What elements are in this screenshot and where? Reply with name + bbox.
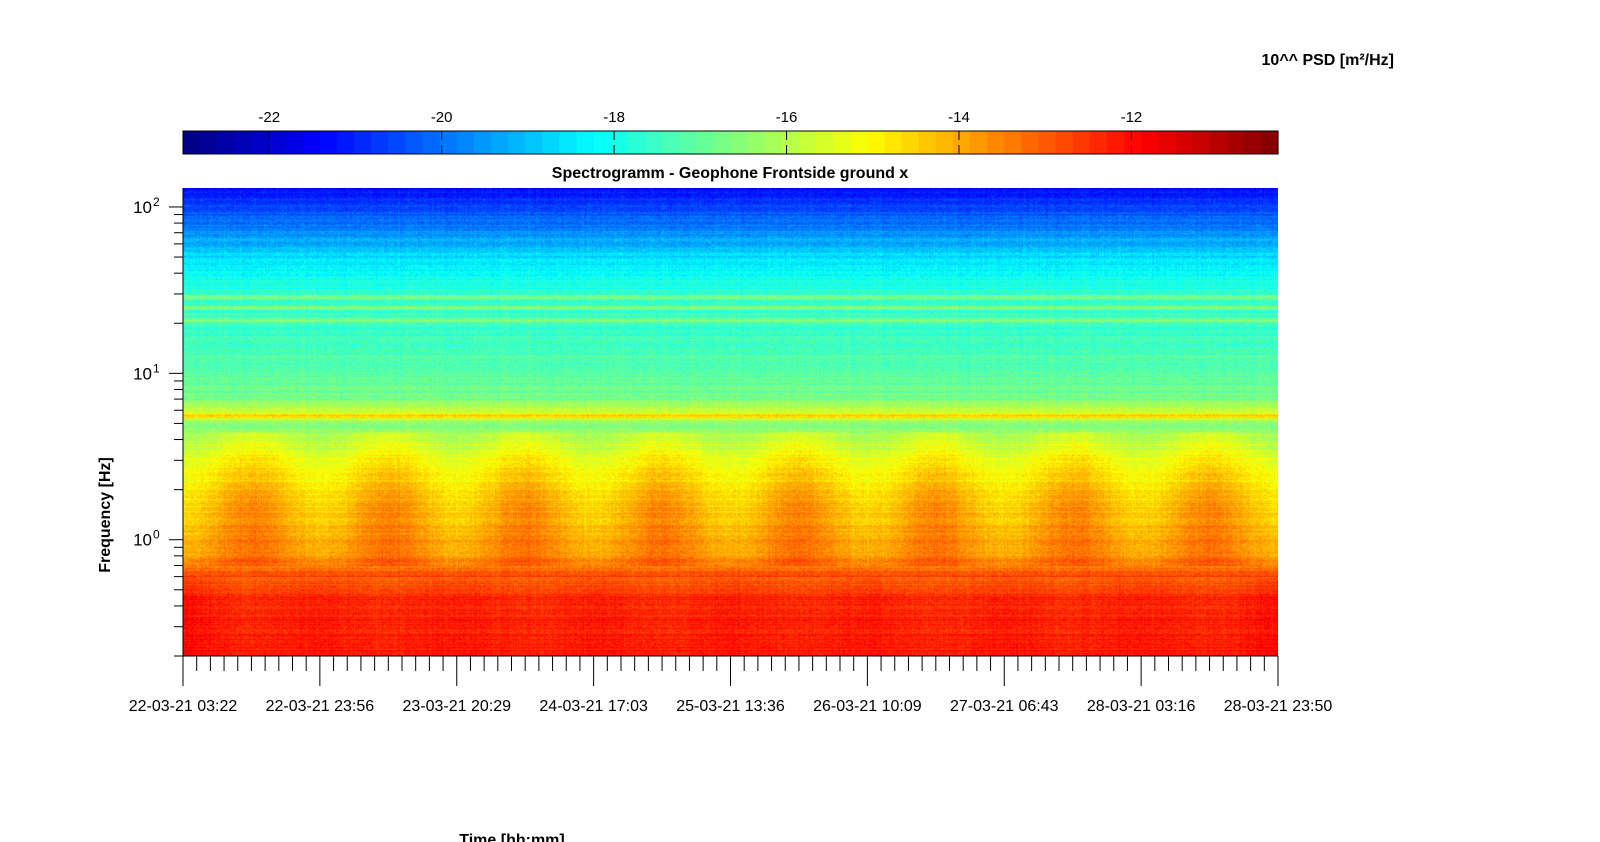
colorbar-cell [696, 131, 714, 154]
colorbar-cell [1124, 131, 1142, 154]
colorbar-cell [833, 131, 851, 154]
x-tick-label: 27-03-21 06:43 [950, 698, 1059, 715]
colorbar-cell [1072, 131, 1091, 154]
x-axis-label: Time [hh:mm] [459, 832, 564, 842]
colorbar-cell [610, 131, 629, 154]
colorbar-cell [354, 131, 372, 154]
x-tick-label: 22-03-21 03:22 [129, 698, 238, 715]
spectrogram-plot [183, 188, 1278, 656]
colorbar-cell [713, 131, 732, 154]
colorbar-cell [473, 131, 492, 154]
x-axis: 22-03-21 03:22 22-03-21 23:56 23-03-21 20:… [129, 655, 1333, 842]
colorbar-cell [987, 131, 1005, 154]
colorbar-cell [679, 131, 697, 154]
colorbar-cell [439, 131, 458, 154]
colorbar-cell [490, 131, 509, 154]
colorbar-label: 10^^ PSD [m²/Hz] [1262, 52, 1394, 69]
colorbar-cell [234, 131, 253, 154]
colorbar-tick-label: -14 [948, 109, 970, 126]
y-tick-label: 10 [133, 531, 152, 550]
colorbar-cell [747, 131, 766, 154]
colorbar-cell [268, 131, 287, 154]
colorbar-cell [319, 131, 338, 154]
colorbar-tick-label: -22 [258, 109, 280, 126]
colorbar-cell [850, 131, 868, 154]
x-tick-label: 23-03-21 20:29 [402, 698, 511, 715]
colorbar-cell [422, 131, 441, 154]
colorbar-cell [217, 131, 235, 154]
colorbar-tick-label: -12 [1121, 109, 1143, 126]
y-tick-label: 10 [133, 364, 152, 383]
colorbar-cell [1141, 131, 1159, 154]
colorbar-cell [764, 131, 783, 154]
colorbar-cell [200, 131, 218, 154]
colorbar-cell [593, 131, 612, 154]
colorbar-cell [1021, 131, 1040, 154]
colorbar-cell [1226, 131, 1245, 154]
colorbar-cell [1175, 131, 1194, 154]
colorbar-cell [559, 131, 578, 154]
colorbar: -22 -20 -18 -16 -14 -12 10^^ PSD [m²/Hz] [182, 52, 1394, 155]
colorbar-tick-label: -20 [431, 109, 453, 126]
colorbar-cell [884, 131, 903, 154]
colorbar-cell [285, 131, 304, 154]
colorbar-cell [1192, 131, 1211, 154]
colorbar-cell [970, 131, 988, 154]
x-tick-label: 22-03-21 23:56 [266, 698, 375, 715]
colorbar-cell [918, 131, 937, 154]
y-tick-exponent: 2 [153, 195, 160, 209]
colorbar-cell [1089, 131, 1108, 154]
colorbar-tick-label: -16 [776, 109, 798, 126]
colorbar-cell [730, 131, 749, 154]
y-tick-exponent: 0 [153, 528, 160, 542]
colorbar-cell [405, 131, 424, 154]
colorbar-cell [183, 131, 201, 154]
colorbar-cell [1055, 131, 1074, 154]
colorbar-cell [542, 131, 561, 154]
colorbar-cell [627, 131, 646, 154]
x-tick-label: 24-03-21 17:03 [539, 698, 648, 715]
colorbar-cell [1260, 131, 1279, 154]
colorbar-cell [1243, 131, 1262, 154]
y-tick-exponent: 1 [153, 361, 160, 375]
colorbar-cell [508, 131, 526, 154]
colorbar-gradient [183, 131, 1279, 154]
colorbar-cell [798, 131, 817, 154]
x-tick-label: 26-03-21 10:09 [813, 698, 922, 715]
colorbar-cell [1158, 131, 1176, 154]
colorbar-cell [302, 131, 321, 154]
colorbar-tick-label: -18 [603, 109, 625, 126]
colorbar-cell [576, 131, 595, 154]
chart-title: Spectrogramm - Geophone Frontside ground… [552, 165, 909, 182]
colorbar-cell [456, 131, 475, 154]
colorbar-cell [388, 131, 407, 154]
colorbar-cell [901, 131, 920, 154]
colorbar-cell [781, 131, 800, 154]
colorbar-cell [644, 131, 663, 154]
colorbar-cell [867, 131, 886, 154]
x-tick-label: 28-03-21 23:50 [1224, 698, 1333, 715]
colorbar-cell [1106, 131, 1125, 154]
colorbar-cell [952, 131, 971, 154]
colorbar-cell [1004, 131, 1022, 154]
colorbar-cell [251, 131, 270, 154]
colorbar-cell [336, 131, 355, 154]
colorbar-ticks: -22 -20 -18 -16 -14 -12 [258, 109, 1142, 154]
y-axis-label: Frequency [Hz] [97, 457, 114, 573]
x-tick-label: 25-03-21 13:36 [676, 698, 785, 715]
colorbar-cell [525, 131, 543, 154]
x-tick-label: 28-03-21 03:16 [1087, 698, 1196, 715]
colorbar-cell [935, 131, 954, 154]
x-ticks: 22-03-21 03:22 22-03-21 23:56 23-03-21 20:… [129, 656, 1333, 715]
y-tick-label: 10 [133, 198, 152, 217]
colorbar-cell [662, 131, 680, 154]
colorbar-cell [816, 131, 834, 154]
colorbar-cell [1209, 131, 1228, 154]
colorbar-cell [1038, 131, 1057, 154]
colorbar-cell [371, 131, 389, 154]
colorbar-frame [182, 130, 1279, 155]
